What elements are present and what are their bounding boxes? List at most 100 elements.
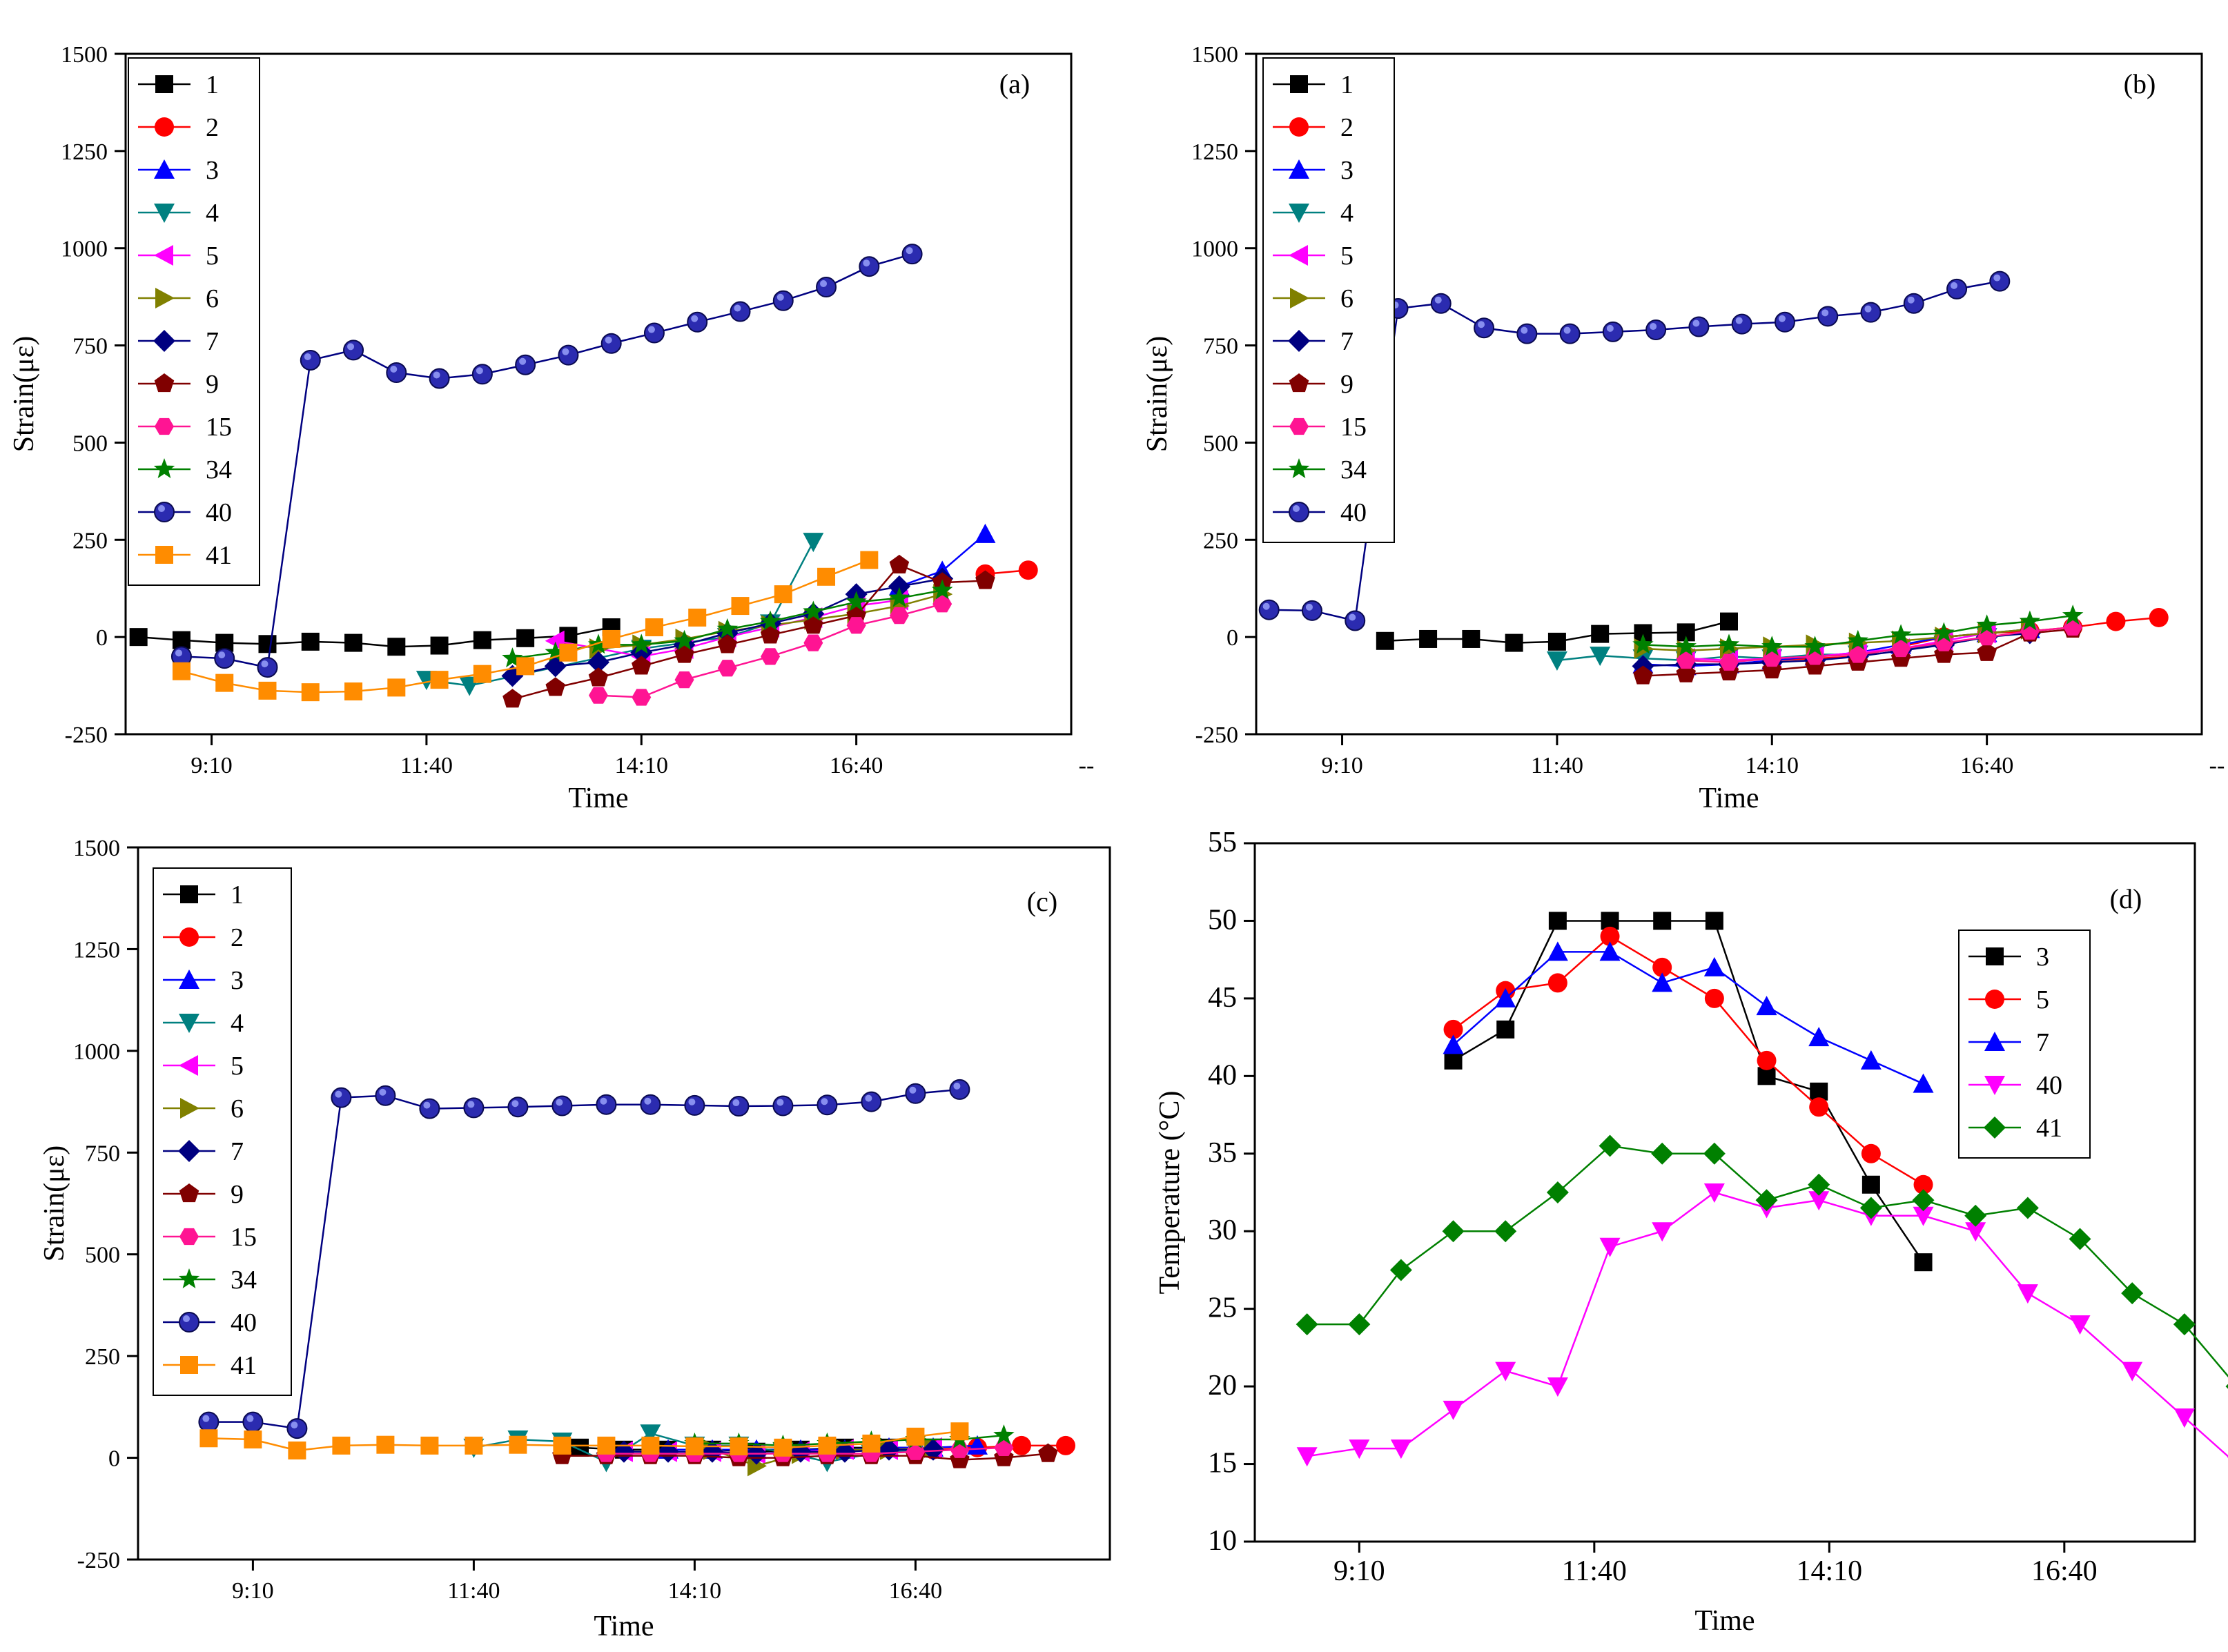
legend-label: 9 [206,370,219,399]
x-axis-title: Time [568,783,628,814]
data-point [1860,302,1882,323]
legend-label: 40 [1340,498,1367,527]
data-point-highlight [556,1099,563,1106]
data-point [728,1096,750,1117]
legend-entry: 4 [138,199,219,228]
data-point [387,638,406,656]
data-point [1964,1204,1987,1227]
legend-marker [154,373,175,393]
data-point [545,677,565,696]
legend-label: 6 [231,1094,244,1123]
data-point [803,600,824,621]
data-point [931,579,953,600]
series-1 [1376,612,1738,652]
legend-marker [179,1312,199,1333]
data-point [901,244,923,265]
data-point [2062,604,2084,625]
data-point [507,1097,529,1118]
legend-entry: 9 [138,370,219,399]
data-point [1718,633,1740,654]
legend-label: 7 [2036,1028,2049,1057]
data-point [473,631,491,649]
data-point [420,1436,439,1455]
data-point [1859,1197,1882,1219]
data-point [1442,1220,1465,1243]
legend-marker [179,1014,199,1033]
panel-tag: (c) [1027,886,1057,917]
data-point [301,632,320,651]
data-point [772,290,794,311]
legend-label: 3 [1340,156,1354,185]
data-point [344,633,363,652]
y-tick-label: 50 [1208,904,1237,936]
legend-entry: 7 [1968,1028,2049,1057]
data-point [1817,306,1839,327]
data-point-highlight [335,1090,342,1098]
legend-entry: 3 [163,966,244,995]
legend-label: 7 [206,327,219,356]
data-point-highlight [734,304,741,312]
data-point [1348,1313,1371,1336]
data-point [860,551,879,569]
series-34 [502,579,953,668]
y-tick-label: 250 [1203,528,1238,553]
data-point [1376,631,1394,650]
data-point-highlight [1821,309,1829,317]
legend-label: 40 [206,498,232,527]
data-point [558,344,579,366]
data-point [1676,651,1696,669]
data-point [2149,607,2169,627]
legend-label: 15 [206,413,232,442]
data-point [640,1094,661,1115]
data-point [1703,1142,1726,1165]
data-point [1847,629,1869,650]
y-tick-label: 45 [1208,982,1237,1014]
data-point [688,608,707,627]
data-point-highlight [1478,321,1485,328]
y-tick-label: -250 [77,1548,120,1573]
legend-box [153,867,292,1396]
data-point-highlight [1692,319,1700,327]
legend-marker [180,1356,198,1374]
legend-entry: 2 [1273,113,1354,142]
y-tick-label: 1250 [61,139,108,165]
data-point [905,1083,926,1104]
data-point [1443,1034,1464,1054]
plot-frame [137,846,1111,1561]
data-point [889,607,909,625]
legend-marker [153,458,175,478]
plot-frame [1255,52,2203,736]
data-point [258,635,277,653]
data-point [1443,1400,1464,1420]
data-point-highlight [390,366,398,373]
data-point [1731,313,1752,335]
series-line [1307,1145,2228,1378]
y-tick-label: 55 [1208,827,1237,858]
series-7 [1443,941,1934,1093]
data-point [429,368,450,389]
data-point [2225,1384,2228,1389]
data-point [1599,941,1621,961]
y-tick-label: 1250 [1191,139,1238,165]
x-tick-label: 14:10 [615,753,668,778]
series-line [1643,632,2031,667]
series-41 [199,1422,969,1459]
data-point [1505,633,1523,652]
legend-marker [1984,1117,2006,1139]
legend-marker [1289,204,1309,223]
x-tick-label: 9:10 [232,1578,273,1604]
data-point [774,585,792,604]
legend-label: 34 [231,1266,257,1295]
series-41 [1296,1134,2228,1389]
data-point [1056,1435,1075,1455]
data-point [1652,1222,1673,1242]
legend-marker [155,75,173,93]
data-point [632,689,652,706]
panel-tag: (d) [2110,883,2142,914]
data-point [1038,1443,1058,1462]
series-40 [198,1079,970,1439]
series-3 [1444,912,1933,1272]
x-axis-title: Time [594,1611,654,1642]
